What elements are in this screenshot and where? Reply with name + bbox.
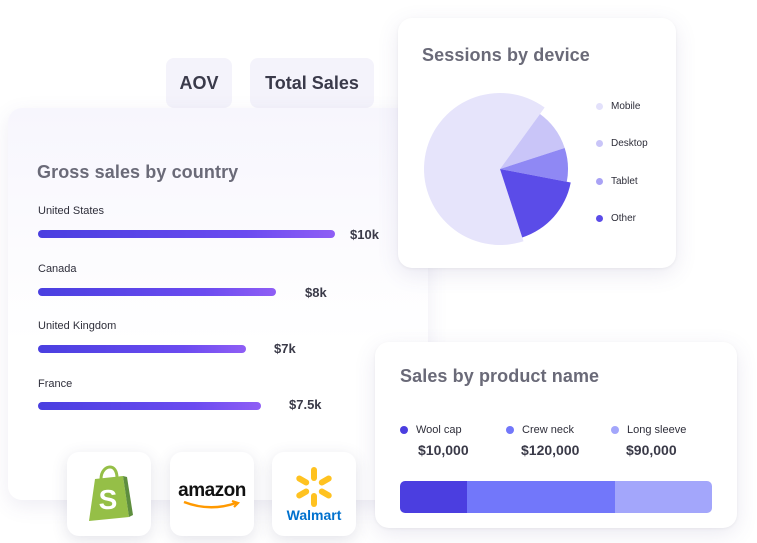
- legend-dot: [596, 140, 603, 147]
- total-sales-label: Total Sales: [265, 72, 359, 93]
- aov-metric[interactable]: AOV: [166, 58, 232, 108]
- country-value: $7k: [274, 341, 296, 356]
- pie-slice-desktop: [500, 113, 565, 169]
- total-sales-metric[interactable]: Total Sales: [250, 58, 374, 108]
- sessions-title: Sessions by device: [422, 45, 590, 65]
- legend-label: Desktop: [611, 138, 648, 149]
- country-value: $10k: [350, 227, 379, 242]
- country-label: France: [38, 378, 73, 390]
- walmart-logo-tile[interactable]: Walmart: [272, 452, 356, 536]
- legend-dot: [596, 178, 603, 185]
- legend-label: Tablet: [611, 176, 638, 187]
- product-legend-long-sleeve: Long sleeve: [611, 424, 686, 436]
- walmart-spark-icon: [296, 467, 332, 507]
- country-label: Canada: [38, 263, 77, 275]
- amazon-wordmark: amazon: [178, 480, 246, 501]
- country-bar: [38, 230, 335, 238]
- product-stacked-bar: [400, 481, 712, 513]
- country-value: $7.5k: [289, 397, 322, 412]
- stacked-segment-crew-neck: [467, 481, 616, 513]
- country-bar: [38, 345, 246, 353]
- legend-dot: [596, 103, 603, 110]
- aov-label: AOV: [179, 72, 219, 93]
- product-value: $10,000: [418, 442, 469, 458]
- product-legend-crew-neck: Crew neck: [506, 424, 574, 436]
- amazon-smile-icon: [183, 500, 241, 509]
- legend-item-other: Other: [596, 213, 636, 224]
- gross-sales-title: Gross sales by country: [37, 162, 239, 182]
- product-sales-title: Sales by product name: [400, 366, 600, 386]
- country-label: United States: [38, 205, 105, 217]
- legend-dot: [400, 426, 408, 434]
- legend-item-tablet: Tablet: [596, 176, 638, 187]
- legend-dot: [611, 426, 619, 434]
- walmart-logo: Walmart: [286, 465, 342, 523]
- country-value: $8k: [305, 285, 327, 300]
- country-bar: [38, 402, 261, 410]
- product-value: $90,000: [626, 442, 677, 458]
- pie-slice-tablet: [500, 147, 568, 182]
- country-bar: [38, 288, 276, 296]
- svg-text:S: S: [99, 484, 118, 515]
- walmart-wordmark: Walmart: [286, 507, 342, 523]
- pie-slice-mobile: [424, 93, 545, 245]
- legend-item-mobile: Mobile: [596, 101, 640, 112]
- legend-item-desktop: Desktop: [596, 138, 648, 149]
- stacked-segment-long-sleeve: [615, 481, 712, 513]
- amazon-logo: amazon: [178, 480, 246, 510]
- product-label: Crew neck: [522, 424, 574, 436]
- country-label: United Kingdom: [38, 320, 117, 332]
- stacked-segment-wool-cap: [400, 481, 468, 513]
- amazon-logo-tile[interactable]: amazon: [170, 452, 254, 536]
- legend-dot: [506, 426, 514, 434]
- product-label: Wool cap: [416, 424, 462, 436]
- product-value: $120,000: [521, 442, 580, 458]
- legend-dot: [596, 215, 603, 222]
- gross-sales-card: [8, 108, 428, 500]
- pie-slice-other: [500, 169, 571, 238]
- shopify-logo-tile[interactable]: S: [67, 452, 151, 536]
- product-legend-wool-cap: Wool cap: [400, 424, 462, 436]
- sessions-pie-chart: [424, 93, 571, 245]
- product-label: Long sleeve: [627, 424, 687, 436]
- legend-label: Other: [611, 213, 637, 224]
- legend-label: Mobile: [611, 101, 641, 112]
- shopify-icon: S: [89, 465, 133, 521]
